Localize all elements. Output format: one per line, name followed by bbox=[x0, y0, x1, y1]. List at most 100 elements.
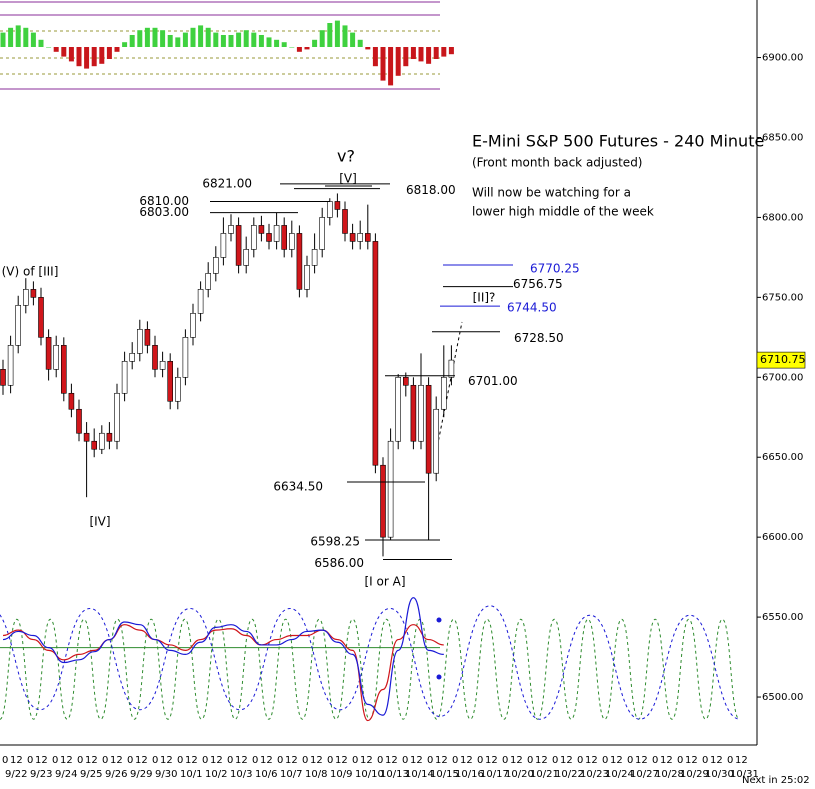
wave-label: [V] bbox=[339, 172, 357, 186]
chart-title: E-Mini S&P 500 Futures - 240 Minute bbox=[472, 132, 764, 151]
y-tick-label: 6700.00 bbox=[762, 372, 803, 383]
candle-body bbox=[440, 376, 447, 410]
histogram-bar bbox=[448, 47, 454, 55]
candle-body bbox=[175, 376, 181, 402]
histogram-bar bbox=[175, 37, 181, 47]
histogram-bar bbox=[106, 47, 112, 59]
hour-label: 12 bbox=[235, 755, 248, 766]
candle-body bbox=[114, 392, 120, 442]
x-tick-label: 9/22 bbox=[5, 769, 27, 780]
x-tick-label: 10/23 bbox=[580, 769, 609, 780]
hour-label: 0 bbox=[152, 755, 158, 766]
histogram-bar bbox=[266, 37, 272, 47]
x-tick-label: 10/6 bbox=[255, 769, 277, 780]
histogram-bar bbox=[410, 47, 416, 59]
y-tick-label: 6600.00 bbox=[762, 532, 803, 543]
candle-body bbox=[106, 432, 113, 442]
hour-label: 0 bbox=[627, 755, 633, 766]
histogram-bar bbox=[0, 32, 6, 47]
candle-body bbox=[0, 369, 6, 386]
y-tick-label: 6650.00 bbox=[762, 452, 803, 463]
candle-body bbox=[251, 225, 257, 250]
wave-label: (V) of [III] bbox=[2, 265, 59, 279]
candle-body bbox=[243, 249, 249, 266]
marker-dot bbox=[436, 617, 442, 623]
histogram-bar bbox=[243, 30, 249, 47]
candle-body bbox=[395, 376, 402, 442]
hour-label: 0 bbox=[502, 755, 508, 766]
x-tick-label: 9/29 bbox=[130, 769, 152, 780]
histogram-bar bbox=[38, 39, 44, 47]
hour-label: 12 bbox=[110, 755, 123, 766]
candle-body bbox=[326, 201, 333, 218]
level-label: 6634.50 bbox=[273, 480, 323, 494]
histogram-bar bbox=[380, 47, 386, 81]
hour-label: 12 bbox=[85, 755, 98, 766]
candle-body bbox=[357, 233, 364, 242]
hour-label: 0 bbox=[202, 755, 208, 766]
candle-body bbox=[387, 440, 394, 538]
candle-body bbox=[182, 337, 189, 378]
candle-body bbox=[281, 225, 288, 250]
level-label: 6803.00 bbox=[139, 205, 189, 219]
histogram-bar bbox=[220, 35, 226, 47]
histogram-bar bbox=[144, 27, 150, 47]
candle-body bbox=[220, 233, 227, 258]
hour-label: 12 bbox=[35, 755, 48, 766]
histogram-bar bbox=[228, 35, 234, 47]
x-tick-label: 9/26 bbox=[105, 769, 127, 780]
x-tick-label: 10/7 bbox=[280, 769, 302, 780]
hour-label: 0 bbox=[127, 755, 133, 766]
wave-label: v? bbox=[337, 147, 355, 166]
projection-line bbox=[434, 321, 463, 459]
histogram-bar bbox=[319, 30, 325, 47]
level-label: 6818.00 bbox=[406, 183, 456, 197]
level-label: 6756.75 bbox=[513, 277, 563, 291]
hour-label: 12 bbox=[585, 755, 598, 766]
chart-subtitle: (Front month back adjusted) bbox=[472, 156, 643, 170]
candle-body bbox=[30, 289, 37, 298]
price-axis-labels: 6500.00 6550.00 6600.00 6650.00 6700.00 6750.… bbox=[757, 53, 803, 703]
hour-label: 0 bbox=[527, 755, 533, 766]
x-tick-label: 10/28 bbox=[655, 769, 684, 780]
histogram-bar bbox=[281, 42, 287, 47]
note: lower high middle of the week bbox=[472, 205, 654, 219]
histogram-bar bbox=[182, 32, 188, 47]
hour-label: 12 bbox=[360, 755, 373, 766]
histogram-bar bbox=[258, 35, 264, 47]
hour-label: 0 bbox=[402, 755, 408, 766]
histogram-bar bbox=[342, 25, 348, 47]
x-tick-label: 10/20 bbox=[505, 769, 534, 780]
candle-body bbox=[129, 353, 135, 362]
candle-body bbox=[197, 289, 204, 314]
histogram-bar bbox=[91, 47, 97, 67]
candle-body bbox=[205, 273, 211, 290]
hour-label: 12 bbox=[460, 755, 473, 766]
candle-body bbox=[402, 376, 409, 386]
level-label: 6744.50 bbox=[507, 301, 557, 315]
histogram-bar bbox=[53, 47, 59, 52]
histogram-bar bbox=[403, 47, 409, 67]
histogram-bar bbox=[433, 47, 439, 59]
histogram-bar bbox=[137, 30, 143, 47]
x-tick-label: 10/27 bbox=[630, 769, 659, 780]
candle-body bbox=[342, 209, 348, 234]
hour-label: 12 bbox=[610, 755, 623, 766]
histogram-bar bbox=[160, 30, 166, 47]
candle-body bbox=[91, 440, 97, 450]
histogram-bar bbox=[426, 47, 432, 64]
histogram-bar bbox=[304, 47, 310, 50]
level-label: 6810.00 bbox=[139, 194, 189, 208]
hour-label: 12 bbox=[710, 755, 723, 766]
candle-body bbox=[372, 241, 379, 466]
hour-label: 0 bbox=[652, 755, 658, 766]
last-price-label: 6710.75 bbox=[760, 353, 806, 366]
hour-label: 12 bbox=[160, 755, 173, 766]
level-label: 6728.50 bbox=[514, 331, 564, 345]
histogram-bar bbox=[46, 47, 52, 48]
hour-label: 12 bbox=[435, 755, 448, 766]
candle-body bbox=[319, 217, 326, 250]
candle-body bbox=[38, 297, 44, 338]
hour-label: 12 bbox=[210, 755, 223, 766]
